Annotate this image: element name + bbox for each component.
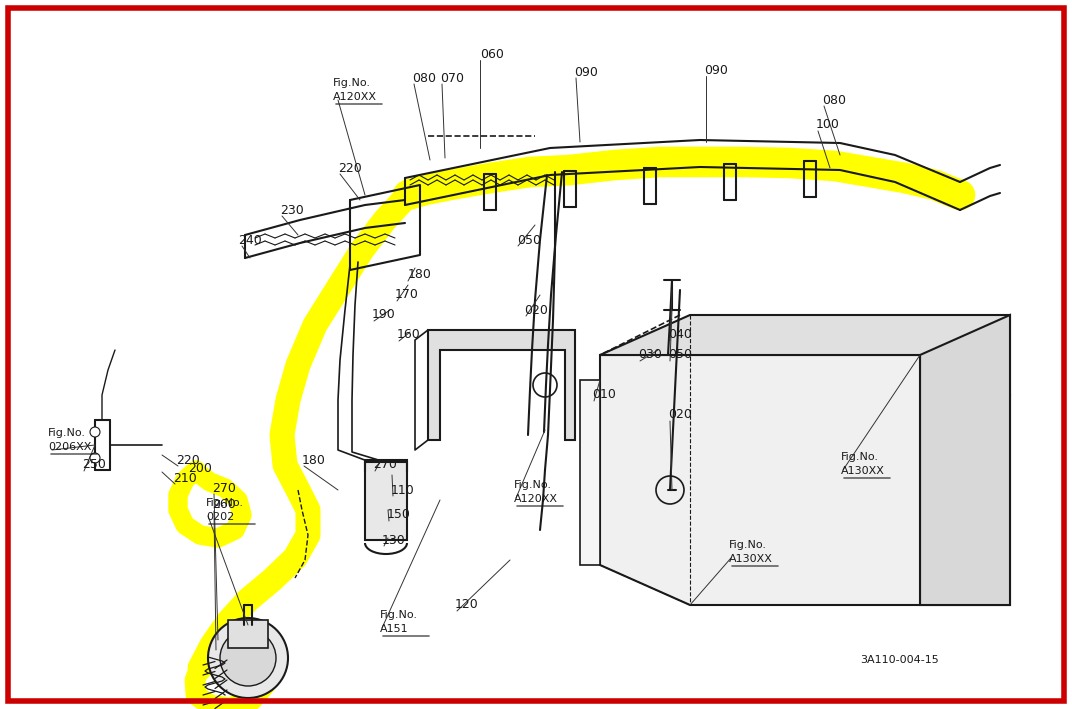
Text: A130XX: A130XX	[842, 466, 884, 476]
Text: 020: 020	[524, 303, 548, 316]
Text: 3A110-004-15: 3A110-004-15	[860, 655, 939, 665]
Text: 160: 160	[397, 328, 420, 342]
Circle shape	[208, 618, 288, 698]
Text: Fig.No.: Fig.No.	[379, 610, 418, 620]
Text: 0202: 0202	[206, 512, 235, 522]
Text: 090: 090	[704, 64, 728, 77]
Text: 240: 240	[238, 233, 262, 247]
Text: 150: 150	[387, 508, 411, 522]
Text: 010: 010	[592, 389, 616, 401]
Text: 130: 130	[382, 533, 405, 547]
Text: Fig.No.: Fig.No.	[333, 78, 371, 88]
Polygon shape	[920, 315, 1010, 605]
Circle shape	[220, 630, 276, 686]
Text: 080: 080	[412, 72, 436, 84]
Polygon shape	[600, 355, 1010, 605]
Text: 200: 200	[188, 462, 212, 474]
Text: 270: 270	[212, 481, 236, 494]
Text: 180: 180	[408, 269, 432, 281]
Text: 080: 080	[822, 94, 846, 106]
Text: 100: 100	[816, 118, 839, 131]
Polygon shape	[600, 315, 1010, 395]
Text: Fig.No.: Fig.No.	[513, 480, 552, 490]
Text: 0206XX: 0206XX	[48, 442, 91, 452]
Text: 170: 170	[394, 289, 419, 301]
Text: 260: 260	[212, 498, 236, 511]
Text: Fig.No.: Fig.No.	[729, 540, 766, 550]
Bar	[228, 620, 268, 648]
Text: 050: 050	[517, 233, 541, 247]
Text: Fig.No.: Fig.No.	[842, 452, 879, 462]
Text: 050: 050	[668, 349, 693, 362]
Text: A130XX: A130XX	[729, 554, 773, 564]
Text: 220: 220	[176, 454, 199, 467]
Text: 220: 220	[338, 162, 361, 174]
Text: A120XX: A120XX	[513, 494, 559, 504]
Text: 230: 230	[280, 203, 303, 216]
Polygon shape	[428, 330, 575, 440]
Text: 190: 190	[372, 308, 396, 321]
Text: 020: 020	[668, 408, 691, 421]
Text: 270: 270	[373, 459, 397, 471]
Text: 210: 210	[173, 471, 197, 484]
Text: A151: A151	[379, 624, 408, 634]
Text: A120XX: A120XX	[333, 92, 377, 102]
Circle shape	[90, 427, 100, 437]
Text: 110: 110	[391, 484, 415, 496]
Text: 180: 180	[302, 454, 326, 467]
Circle shape	[90, 453, 100, 463]
Text: 090: 090	[574, 65, 598, 79]
Text: 030: 030	[638, 349, 661, 362]
Text: Fig.No.: Fig.No.	[48, 428, 86, 438]
Text: 250: 250	[81, 459, 106, 471]
Text: 120: 120	[455, 598, 479, 611]
Polygon shape	[580, 380, 600, 565]
Text: 070: 070	[440, 72, 464, 84]
Bar	[364, 460, 407, 540]
Text: 060: 060	[480, 48, 504, 62]
Text: Fig.No.: Fig.No.	[206, 498, 244, 508]
Text: 040: 040	[668, 328, 691, 342]
